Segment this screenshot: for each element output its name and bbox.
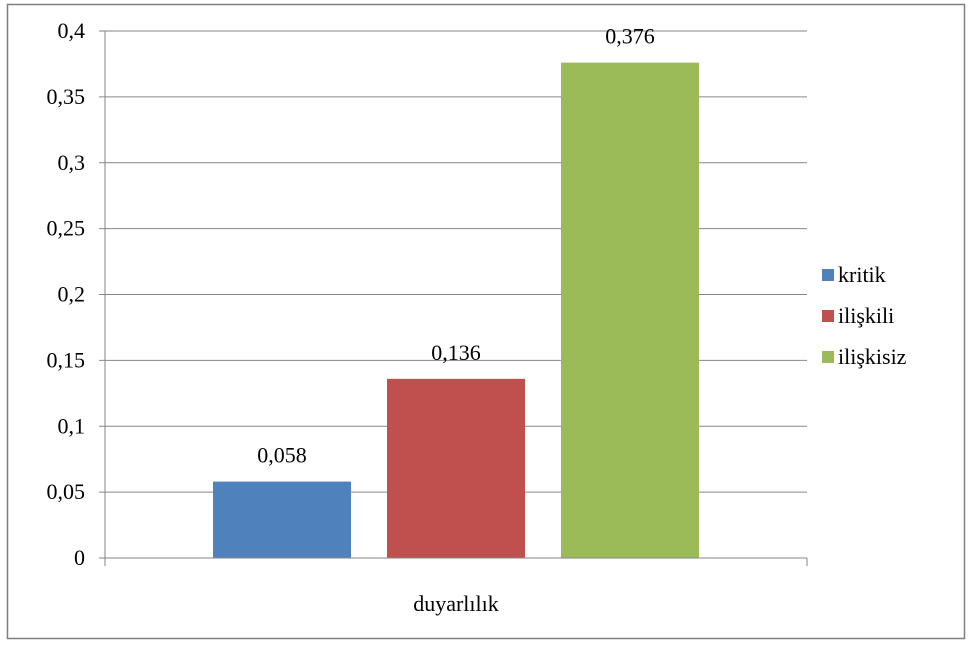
bar-1	[213, 481, 351, 558]
y-tick-label: 0,05	[47, 479, 86, 504]
x-axis-categories: duyarlılık	[413, 591, 499, 616]
legend-label: kritik	[838, 262, 886, 287]
y-tick-label: 0,2	[58, 282, 86, 307]
y-tick-label: 0,3	[58, 150, 86, 175]
data-label: 0,058	[257, 443, 307, 468]
y-axis-ticks: 0 0,05 0,1 0,15 0,2 0,25 0,3 0,35 0,4	[47, 18, 105, 570]
legend-swatch	[822, 351, 834, 363]
data-label: 0,136	[431, 340, 481, 365]
x-category-label: duyarlılık	[413, 591, 499, 616]
y-tick-label: 0,35	[47, 84, 86, 109]
bars: 0,058 0,136 0,376	[213, 24, 699, 559]
y-tick-label: 0,1	[58, 413, 86, 438]
legend-label: ilişkili	[838, 303, 894, 328]
y-tick-label: 0,25	[47, 216, 86, 241]
legend-swatch	[822, 269, 834, 281]
y-tick-label: 0,15	[47, 347, 86, 372]
y-tick-label: 0	[74, 545, 85, 570]
legend-swatch	[822, 310, 834, 322]
data-label: 0,376	[605, 24, 655, 49]
legend: kritik ilişkili ilişkisiz	[822, 262, 907, 369]
bar-2	[387, 378, 525, 558]
bar-3	[561, 62, 699, 559]
axes	[104, 31, 808, 566]
y-tick-label: 0,4	[58, 18, 86, 43]
legend-label: ilişkisiz	[838, 344, 907, 369]
